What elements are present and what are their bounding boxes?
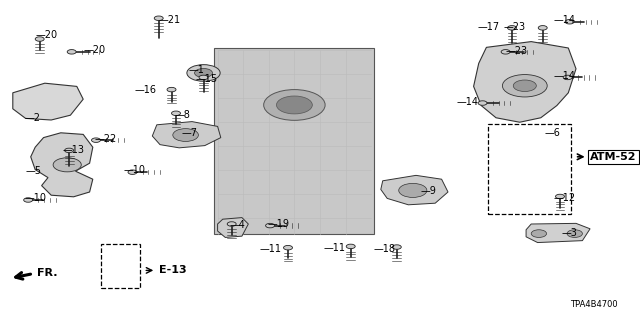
Circle shape [567, 230, 582, 237]
Text: —10: —10 [24, 193, 46, 204]
Text: —12: —12 [554, 193, 576, 203]
Text: —18: —18 [374, 244, 396, 254]
Text: E-13: E-13 [159, 265, 186, 276]
Circle shape [563, 75, 572, 80]
Text: —7: —7 [181, 128, 197, 138]
Circle shape [531, 230, 547, 237]
Text: —6: —6 [544, 128, 560, 138]
Text: —11: —11 [324, 243, 346, 253]
Circle shape [556, 194, 564, 199]
Text: —20: —20 [83, 44, 106, 55]
Circle shape [154, 16, 163, 20]
Text: —20: —20 [35, 30, 58, 40]
Bar [488, 124, 571, 214]
Circle shape [478, 101, 487, 105]
Circle shape [65, 148, 74, 153]
Text: —1: —1 [189, 65, 205, 75]
Text: —21: —21 [159, 15, 181, 25]
Circle shape [24, 198, 33, 202]
Circle shape [513, 80, 536, 92]
Text: —22: —22 [95, 134, 117, 144]
Polygon shape [526, 223, 590, 243]
Polygon shape [381, 175, 448, 205]
Circle shape [266, 223, 275, 228]
Circle shape [264, 90, 325, 120]
Circle shape [538, 26, 547, 30]
Polygon shape [13, 83, 83, 120]
Text: —8: —8 [174, 109, 190, 120]
Text: —3: —3 [561, 228, 577, 238]
Text: FR.: FR. [37, 268, 58, 278]
Circle shape [67, 50, 76, 54]
Text: —15: —15 [195, 74, 218, 84]
Circle shape [187, 65, 220, 81]
Text: —16: —16 [134, 85, 156, 95]
Text: —4: —4 [229, 220, 245, 230]
Circle shape [92, 138, 100, 142]
Text: —5: —5 [26, 166, 42, 176]
Circle shape [565, 20, 574, 24]
Text: —17: —17 [477, 22, 499, 32]
Circle shape [501, 50, 510, 54]
Text: —11: —11 [260, 244, 282, 254]
FancyBboxPatch shape [214, 48, 374, 234]
Text: —2: —2 [24, 113, 40, 123]
Circle shape [284, 245, 292, 250]
Circle shape [172, 111, 180, 116]
Polygon shape [218, 218, 248, 237]
Circle shape [276, 96, 312, 114]
Polygon shape [152, 122, 221, 148]
Text: —23: —23 [506, 45, 528, 56]
Circle shape [508, 26, 516, 30]
Text: —9: —9 [420, 186, 436, 196]
Circle shape [346, 244, 355, 249]
Text: —19: —19 [268, 219, 289, 229]
Circle shape [227, 222, 236, 226]
Text: ATM-52: ATM-52 [590, 152, 637, 162]
Circle shape [173, 129, 198, 141]
Text: —14: —14 [457, 97, 479, 107]
Circle shape [199, 75, 208, 80]
Text: —23: —23 [504, 22, 526, 32]
Polygon shape [474, 42, 576, 122]
Text: TPA4B4700: TPA4B4700 [570, 300, 618, 309]
Text: —13: —13 [63, 145, 84, 156]
Circle shape [53, 158, 81, 172]
Circle shape [502, 75, 547, 97]
Circle shape [195, 68, 212, 77]
Circle shape [35, 37, 44, 41]
Circle shape [167, 87, 176, 92]
Text: —14: —14 [554, 15, 576, 25]
Bar [101, 244, 140, 288]
Circle shape [392, 245, 401, 249]
Text: —10: —10 [124, 164, 146, 175]
Text: —14: —14 [554, 71, 576, 81]
Polygon shape [31, 133, 93, 197]
Circle shape [399, 183, 427, 197]
Circle shape [128, 170, 137, 174]
